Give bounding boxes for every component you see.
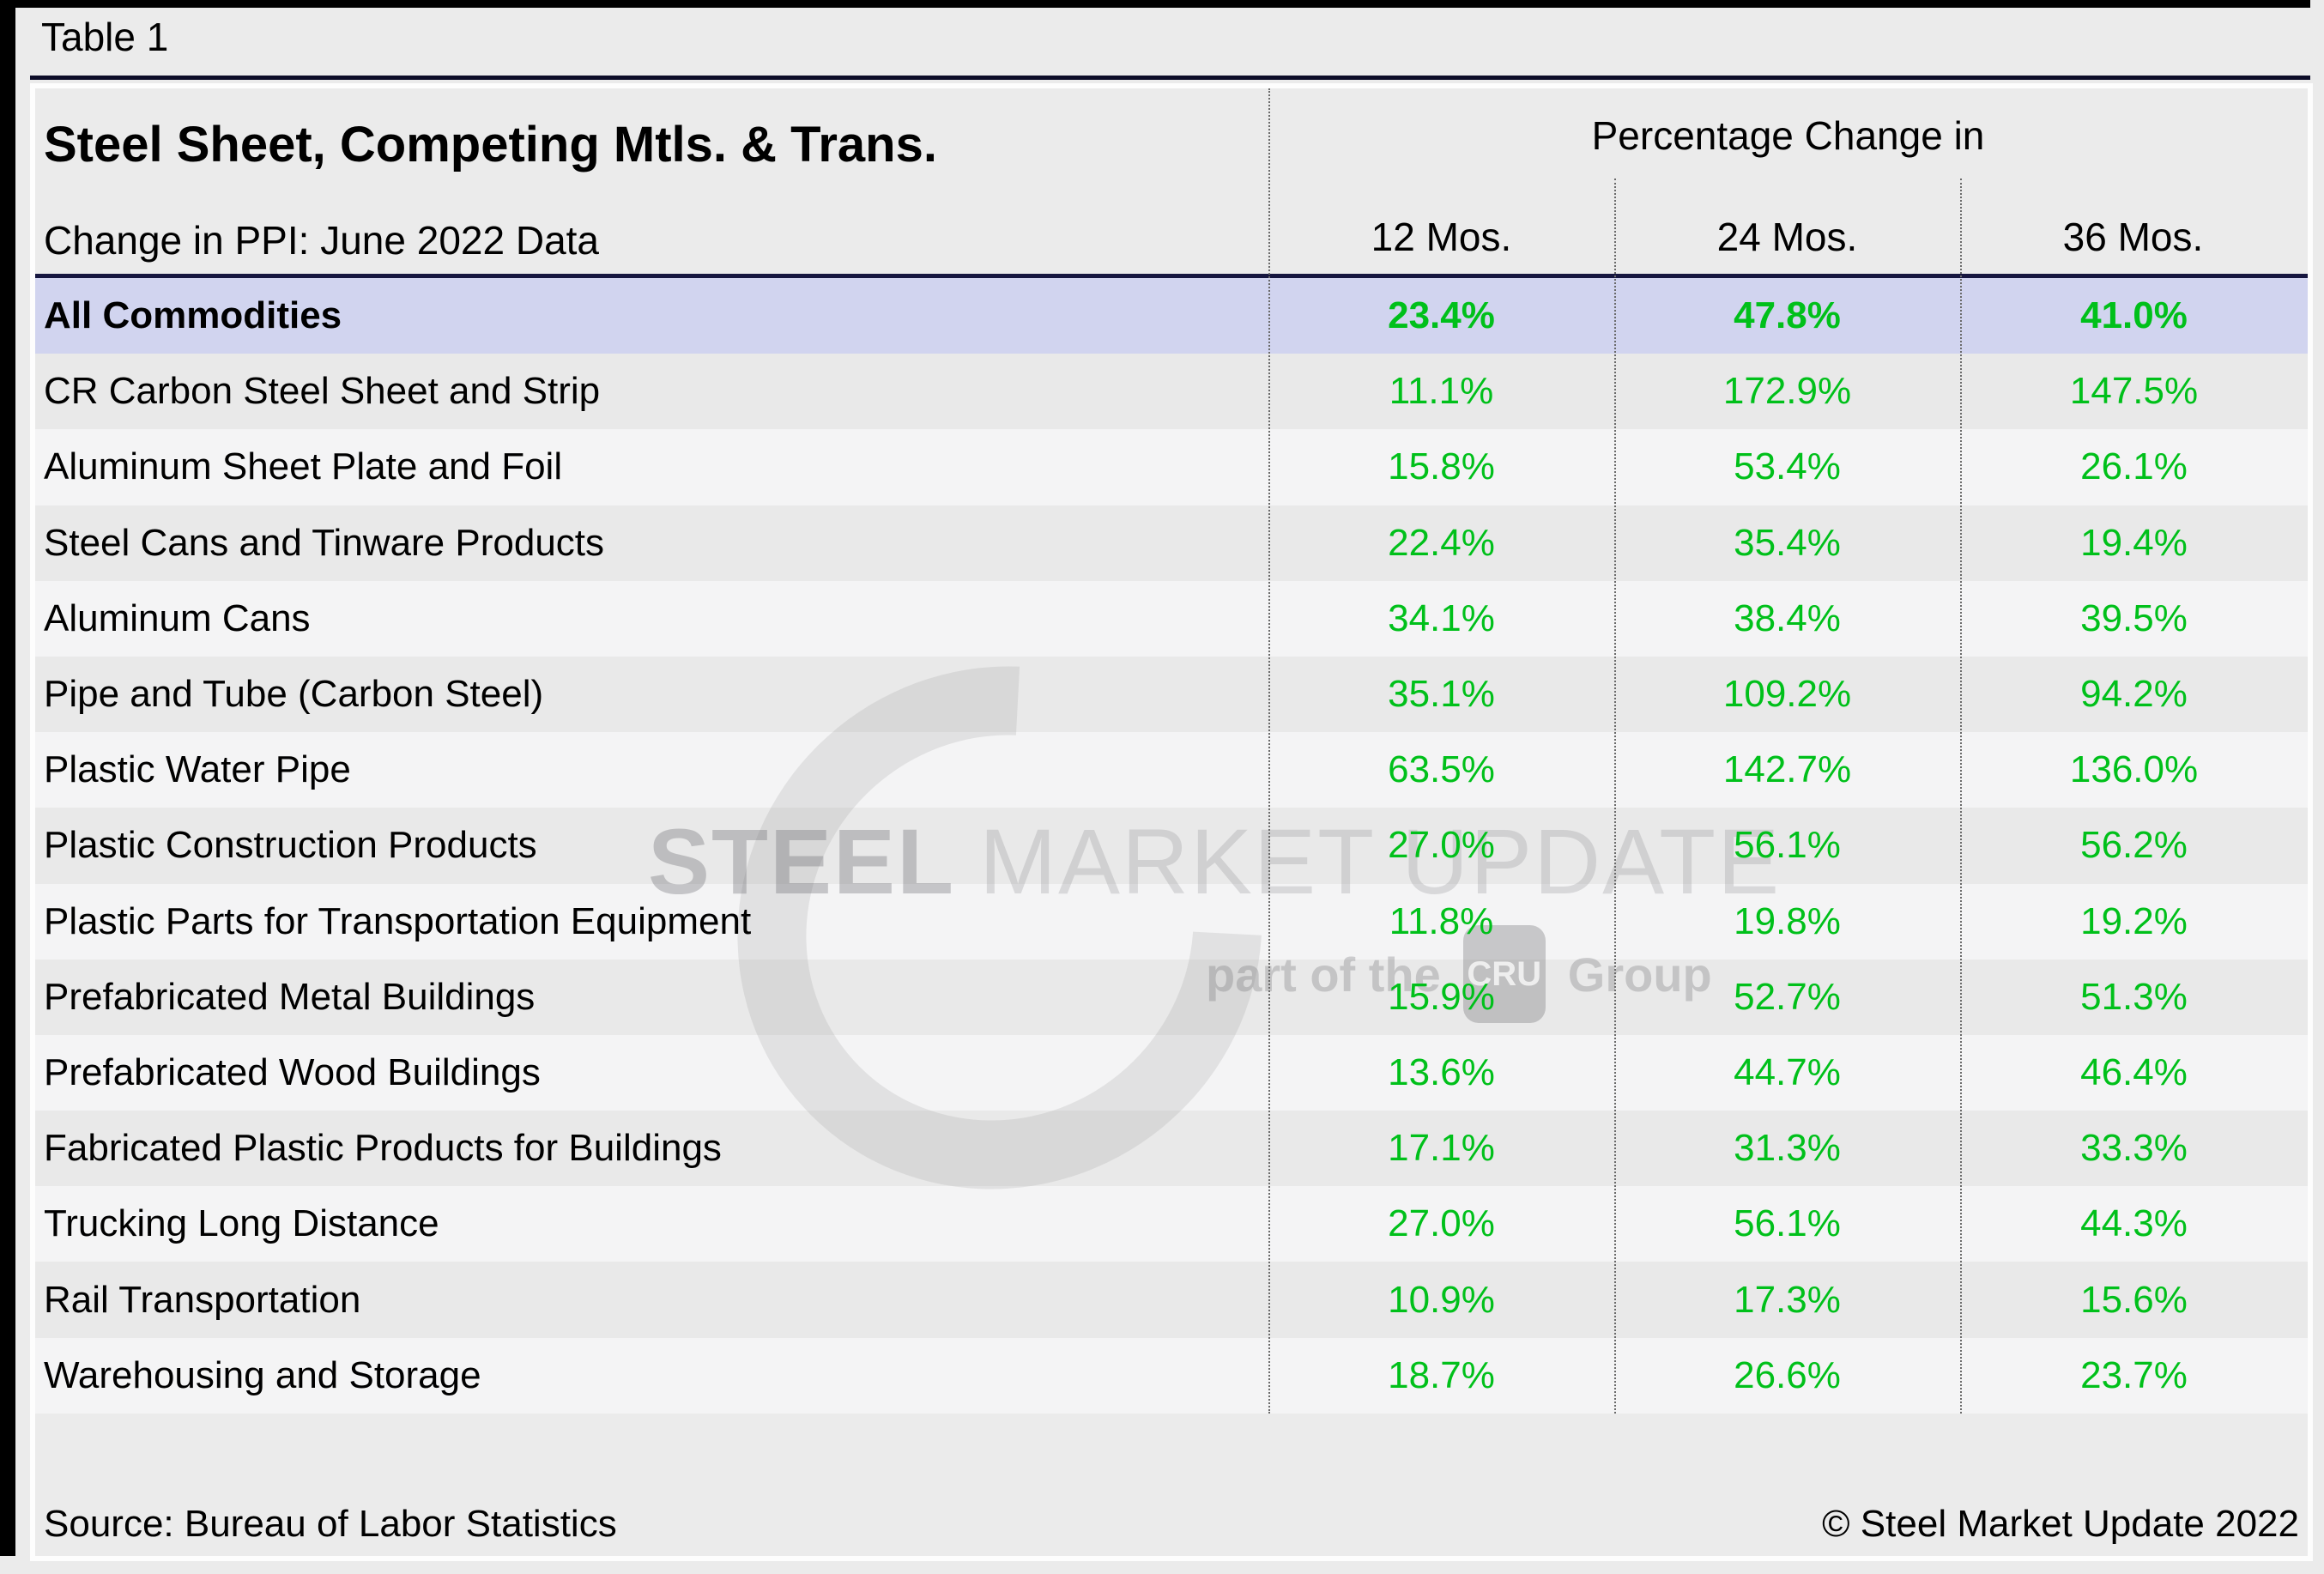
value-cell-12mos: 63.5% (1388, 748, 1495, 791)
value-cell-24mos: 17.3% (1734, 1278, 1841, 1321)
row-label: Trucking Long Distance (44, 1202, 439, 1245)
column-header-36mos: 36 Mos. (2062, 215, 2204, 259)
value-cell-24mos: 172.9% (1722, 370, 1852, 413)
table-number-label: Table 1 (41, 15, 169, 59)
value-cell-36mos: 44.3% (2080, 1202, 2188, 1245)
row-label: Prefabricated Wood Buildings (44, 1050, 541, 1093)
value-cell-24mos: 52.7% (1734, 975, 1841, 1018)
row-label: Aluminum Sheet Plate and Foil (44, 445, 563, 488)
table-row: Pipe and Tube (Carbon Steel) 35.1% 109.2… (35, 656, 2308, 733)
table-row: Plastic Parts for Transportation Equipme… (35, 883, 2308, 960)
column-group-header: Percentage Change in (1591, 113, 1985, 158)
column-divider-1 (1268, 88, 1270, 1414)
source-note: Source: Bureau of Labor Statistics (44, 1503, 617, 1545)
row-label: All Commodities (44, 294, 342, 337)
table-title: Steel Sheet, Competing Mtls. & Trans. (44, 117, 937, 173)
row-label: Rail Transportation (44, 1278, 361, 1321)
row-label: Aluminum Cans (44, 596, 311, 639)
value-cell-12mos: 10.9% (1388, 1278, 1495, 1321)
value-cell-12mos: 27.0% (1388, 824, 1495, 867)
table-row: Aluminum Sheet Plate and Foil 15.8% 53.4… (35, 429, 2308, 505)
window-top-edge (0, 0, 2310, 8)
value-cell-24mos: 56.1% (1734, 1202, 1841, 1245)
table-row: Warehousing and Storage 18.7% 26.6% 23.7… (35, 1337, 2308, 1414)
value-cell-36mos: 56.2% (2080, 824, 2188, 867)
value-cell-24mos: 19.8% (1734, 899, 1841, 942)
copyright-note: © Steel Market Update 2022 (1822, 1503, 2299, 1545)
ppi-table-content: Steel Sheet, Competing Mtls. & Trans. Ch… (35, 88, 2308, 1556)
value-cell-12mos: 11.8% (1389, 899, 1494, 942)
value-cell-36mos: 26.1% (2080, 445, 2188, 488)
value-cell-12mos: 17.1% (1388, 1127, 1495, 1170)
value-cell-24mos: 109.2% (1722, 673, 1852, 716)
value-cell-36mos: 19.4% (2080, 521, 2188, 564)
row-label: Prefabricated Metal Buildings (44, 975, 536, 1018)
column-divider-3 (1960, 179, 1962, 1414)
value-cell-36mos: 41.0% (2080, 294, 2188, 337)
value-cell-36mos: 147.5% (2069, 370, 2199, 413)
value-cell-12mos: 34.1% (1388, 596, 1495, 639)
table-row: Prefabricated Metal Buildings 15.9% 52.7… (35, 959, 2308, 1035)
value-cell-36mos: 39.5% (2080, 596, 2188, 639)
table-row: Prefabricated Wood Buildings 13.6% 44.7%… (35, 1034, 2308, 1111)
table-row: Trucking Long Distance 27.0% 56.1% 44.3% (35, 1186, 2308, 1262)
window-left-edge (0, 0, 15, 1556)
value-cell-36mos: 46.4% (2080, 1050, 2188, 1093)
value-cell-24mos: 56.1% (1734, 824, 1841, 867)
value-cell-24mos: 38.4% (1734, 596, 1841, 639)
header-body-separator (35, 274, 2308, 278)
value-cell-12mos: 35.1% (1388, 673, 1495, 716)
value-cell-36mos: 19.2% (2080, 899, 2188, 942)
page-right-margin (2313, 0, 2324, 1574)
value-cell-12mos: 27.0% (1388, 1202, 1495, 1245)
header-divider-rule (30, 76, 2310, 80)
table-row: Aluminum Cans 34.1% 38.4% 39.5% (35, 580, 2308, 657)
row-label: Pipe and Tube (Carbon Steel) (44, 673, 544, 716)
value-cell-12mos: 18.7% (1388, 1353, 1495, 1396)
row-label: Plastic Water Pipe (44, 748, 351, 791)
table-row: Fabricated Plastic Products for Building… (35, 1111, 2308, 1187)
value-cell-12mos: 22.4% (1388, 521, 1495, 564)
value-cell-24mos: 53.4% (1734, 445, 1841, 488)
value-cell-12mos: 13.6% (1388, 1050, 1495, 1093)
table-subtitle: Change in PPI: June 2022 Data (44, 218, 600, 263)
table-row: Steel Cans and Tinware Products 22.4% 35… (35, 505, 2308, 581)
value-cell-36mos: 94.2% (2080, 673, 2188, 716)
table-row: Plastic Water Pipe 63.5% 142.7% 136.0% (35, 732, 2308, 808)
column-header-12mos: 12 Mos. (1371, 215, 1512, 259)
row-label: Plastic Parts for Transportation Equipme… (44, 899, 752, 942)
value-cell-12mos: 15.8% (1388, 445, 1495, 488)
row-label: Warehousing and Storage (44, 1353, 481, 1396)
value-cell-12mos: 11.1% (1389, 370, 1494, 413)
row-label: Plastic Construction Products (44, 824, 537, 867)
value-cell-36mos: 33.3% (2080, 1127, 2188, 1170)
value-cell-24mos: 142.7% (1722, 748, 1852, 791)
table-row: All Commodities 23.4% 47.8% 41.0% (35, 278, 2308, 354)
value-cell-24mos: 26.6% (1734, 1353, 1841, 1396)
row-label: CR Carbon Steel Sheet and Strip (44, 370, 601, 413)
column-header-24mos: 24 Mos. (1716, 215, 1858, 259)
table-body: All Commodities 23.4% 47.8% 41.0% CR Car… (35, 278, 2308, 1414)
table-row: CR Carbon Steel Sheet and Strip 11.1% 17… (35, 354, 2308, 430)
value-cell-36mos: 136.0% (2069, 748, 2199, 791)
table-footer: Source: Bureau of Labor Statistics © Ste… (44, 1503, 2299, 1546)
row-label: Steel Cans and Tinware Products (44, 521, 605, 564)
table-row: Rail Transportation 10.9% 17.3% 15.6% (35, 1262, 2308, 1338)
value-cell-24mos: 44.7% (1734, 1050, 1841, 1093)
value-cell-36mos: 51.3% (2080, 975, 2188, 1018)
value-cell-24mos: 35.4% (1734, 521, 1841, 564)
value-cell-36mos: 15.6% (2080, 1278, 2188, 1321)
ppi-table: Steel Sheet, Competing Mtls. & Trans. Ch… (30, 83, 2313, 1561)
value-cell-24mos: 47.8% (1734, 294, 1841, 337)
value-cell-12mos: 23.4% (1388, 294, 1495, 337)
column-divider-2 (1614, 179, 1616, 1414)
value-cell-24mos: 31.3% (1734, 1127, 1841, 1170)
value-cell-36mos: 23.7% (2080, 1353, 2188, 1396)
row-label: Fabricated Plastic Products for Building… (44, 1127, 722, 1170)
value-cell-12mos: 15.9% (1388, 975, 1495, 1018)
table-row: Plastic Construction Products 27.0% 56.1… (35, 808, 2308, 884)
